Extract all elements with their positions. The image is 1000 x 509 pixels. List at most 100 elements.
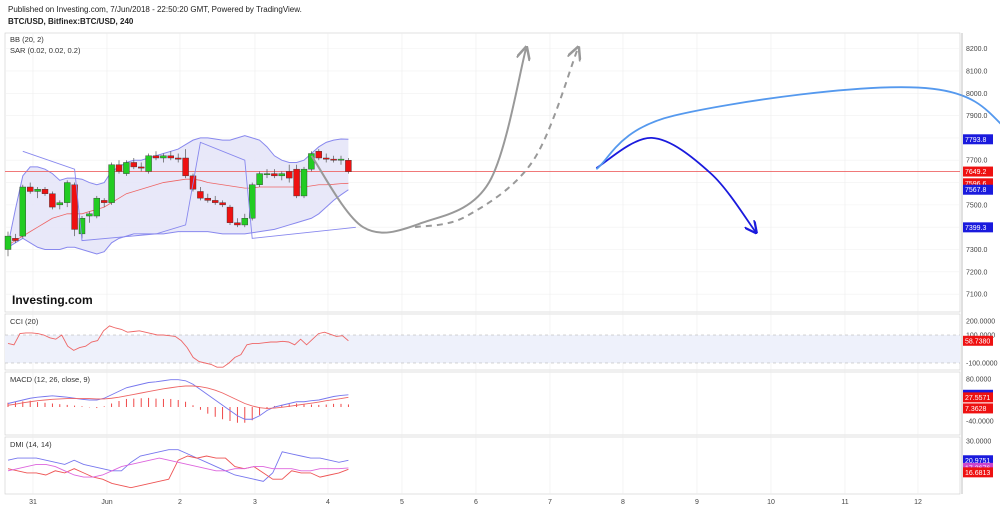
cci-value-tag-bg — [963, 335, 993, 346]
candle-up — [63, 182, 71, 203]
price-tags: 7793.87649.27596.67567.87399.358.738034.… — [963, 134, 993, 478]
candle-down — [167, 155, 175, 159]
candle-up — [123, 162, 130, 174]
legend-sar: SAR (0.02, 0.02, 0.2) — [10, 46, 81, 55]
sar-line — [22, 141, 356, 242]
candle-down — [137, 166, 145, 169]
candle-up — [160, 155, 167, 159]
pane-frame-dmi — [4, 436, 961, 495]
bb-upper-line — [7, 135, 349, 246]
macd-pane — [7, 379, 349, 423]
candle-up — [278, 173, 285, 177]
dmi-value-tag: 16.6813 — [965, 470, 990, 477]
candle-up — [34, 189, 41, 192]
x-tick-label: 10 — [767, 499, 775, 506]
x-tick-label: 9 — [695, 499, 699, 506]
x-tick-label: 4 — [326, 499, 330, 506]
candle-up — [256, 173, 263, 185]
price-tag: 7567.8 — [965, 187, 987, 194]
macd-line — [7, 379, 349, 420]
price-y-tick-label: 7900.0 — [966, 113, 988, 120]
candle-down — [182, 157, 189, 177]
candle-up — [4, 235, 12, 250]
bb-lower-line — [7, 189, 349, 255]
x-tick-label: 2 — [178, 499, 182, 506]
bollinger-bands — [5, 135, 960, 255]
candle-up — [19, 186, 26, 237]
axes: 31Jun234567891011127100.07200.07300.0740… — [10, 33, 998, 506]
gray-curve-arrow — [310, 49, 526, 234]
price-y-tick-label: 8100.0 — [966, 68, 988, 75]
macd-value-tag-bg — [963, 392, 993, 403]
candle-down — [234, 222, 241, 226]
x-tick-label: 6 — [474, 499, 478, 506]
candle-up — [300, 168, 308, 197]
candle-up — [108, 164, 115, 203]
price-y-tick-label: 7700.0 — [966, 158, 988, 165]
cci-title: CCI (20) — [10, 317, 39, 326]
price-tag: 7596.6 — [965, 181, 987, 188]
cci-y-tick-label: -100.0000 — [966, 361, 998, 368]
dmi-value-tag-bg — [963, 455, 993, 466]
candle-up — [145, 155, 152, 172]
candle-up — [86, 213, 93, 217]
macd-y-tick-label: 80.0000 — [966, 377, 991, 384]
dmi-adx-line — [7, 457, 349, 478]
bb-fill — [8, 135, 349, 254]
candle-up — [78, 218, 86, 235]
candle-down — [219, 202, 226, 206]
macd-value-tag: 27.5571 — [965, 395, 990, 402]
candle-up — [263, 173, 271, 176]
grid — [4, 32, 961, 495]
legend-bb: BB (20, 2) — [10, 35, 44, 44]
parabolic-sar — [22, 141, 356, 242]
price-tag-bg — [963, 184, 993, 195]
macd-title: MACD (12, 26, close, 9) — [10, 375, 91, 384]
macd-value-tag: 7.3628 — [965, 406, 987, 413]
candle-down — [323, 157, 330, 160]
candle-down — [100, 200, 108, 203]
pane-frame-macd — [4, 371, 961, 436]
price-tag-bg — [963, 166, 993, 177]
price-y-tick-label: 7100.0 — [966, 292, 988, 299]
cci-line — [7, 325, 349, 368]
price-tag: 7649.2 — [965, 169, 987, 176]
price-tag-bg — [963, 178, 993, 189]
investing-watermark: Investing.com — [12, 293, 93, 307]
candle-up — [337, 158, 345, 161]
x-tick-label: Jun — [101, 499, 112, 506]
price-tag: 7399.3 — [965, 225, 987, 232]
dmi-plus-line — [7, 449, 349, 482]
candle-up — [241, 218, 249, 226]
bb-basis-line — [7, 178, 349, 246]
candle-down — [115, 164, 123, 172]
x-tick-label: 12 — [914, 499, 922, 506]
dmi-value-tag: 20.9751 — [965, 458, 990, 465]
x-tick-label: 11 — [841, 499, 848, 506]
forecast-arrows — [310, 49, 1000, 297]
candle-down — [49, 193, 56, 208]
candle-down — [130, 162, 138, 168]
price-y-tick-label: 7300.0 — [966, 247, 988, 254]
candle-down — [211, 200, 219, 203]
cci-band — [5, 335, 960, 363]
dmi-value-tag-bg — [963, 467, 993, 478]
cci-value-tag: 58.7380 — [965, 338, 990, 345]
price-tag-bg — [963, 222, 993, 233]
candle-up — [56, 202, 63, 206]
candle-down — [330, 158, 337, 161]
candle-down — [71, 184, 78, 230]
dmi-y-tick-label: 30.0000 — [966, 439, 991, 446]
macd-y-tick-label: -40.0000 — [966, 419, 994, 426]
x-tick-label: 31 — [29, 499, 37, 506]
dmi-title: DMI (14, 14) — [10, 440, 52, 449]
candle-down — [27, 186, 34, 192]
candle-down — [293, 168, 300, 197]
dmi-pane — [7, 449, 349, 489]
candle-down — [286, 171, 293, 179]
candle-down — [12, 238, 19, 241]
x-tick-label: 5 — [400, 499, 404, 506]
symbol-title: BTC/USD, Bitfinex:BTC/USD, 240 — [8, 17, 134, 26]
macd-signal-line — [7, 385, 349, 409]
